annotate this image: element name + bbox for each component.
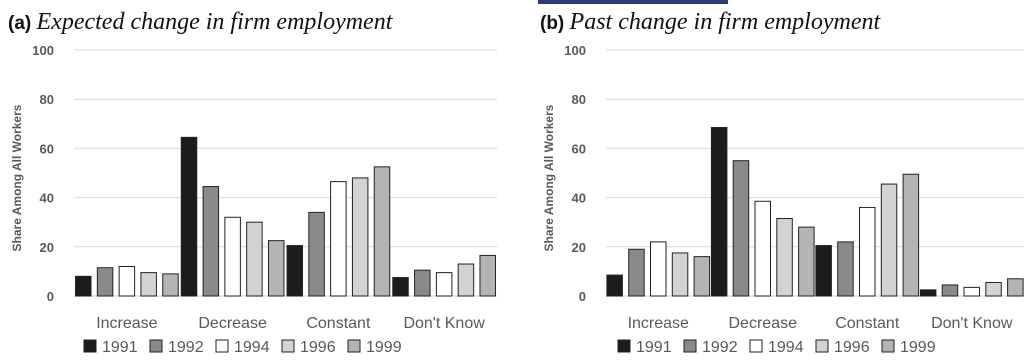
y-tick-label: 60: [572, 141, 586, 156]
bar-1991-increase: [75, 275, 92, 297]
bar-1999-decrease: [267, 240, 285, 297]
bar-1992-increase: [628, 248, 645, 297]
bar-1996-decrease: [776, 218, 793, 297]
panel-label: (b): [540, 13, 570, 34]
legend-label: 1996: [834, 339, 870, 356]
legend-label: 1994: [768, 339, 804, 356]
chart-panel-a: (a) Expected change in firm employment 0 2…: [8, 9, 497, 356]
chart-title: (a) Expected change in firm employment: [8, 9, 394, 35]
bar-1994-dontknow: [963, 286, 980, 297]
x-tick-label: Decrease: [729, 315, 798, 332]
legend-label: 1991: [636, 339, 672, 356]
bar-1992-decrease: [202, 186, 220, 297]
legend-label: 1999: [900, 339, 936, 356]
bar-1996-increase: [671, 252, 689, 297]
legend-swatch-1996: [815, 339, 829, 353]
bar-1999-dontknow: [479, 254, 496, 297]
bar-1999-decrease: [798, 226, 815, 297]
x-tick-label: Don't Know: [931, 315, 1013, 332]
panel-label: (a): [8, 13, 37, 34]
bar-1991-increase: [606, 274, 623, 297]
bar-1996-decrease: [246, 221, 263, 297]
legend-swatch-1994: [749, 339, 763, 353]
legend-swatch-1992: [149, 339, 163, 353]
legend-swatch-1992: [683, 339, 697, 353]
bar-1991-constant: [286, 245, 304, 297]
y-tick-label: 80: [40, 92, 54, 107]
y-axis-label: Share Among All Workers: [10, 104, 24, 251]
bar-1996-dontknow: [457, 263, 475, 297]
bar-1999-constant: [902, 173, 920, 297]
accent-bar: [538, 0, 728, 4]
bar-1996-constant: [351, 177, 369, 297]
bar-1994-constant: [330, 181, 347, 297]
bar-1994-decrease: [754, 200, 771, 297]
legend-swatch-1999: [881, 339, 895, 353]
x-tick-label: Increase: [96, 315, 157, 332]
bar-1999-increase: [162, 273, 179, 297]
bar-1994-dontknow: [435, 272, 453, 297]
chart-title: (b) Past change in firm employment: [540, 9, 881, 35]
chart-title-text: Expected change in firm employment: [36, 9, 394, 35]
x-tick-label: Constant: [306, 315, 371, 332]
legend-swatch-1991: [83, 339, 97, 353]
x-tick-label: Don't Know: [403, 315, 485, 332]
y-tick-label: 40: [572, 191, 586, 206]
bar-1992-increase: [96, 267, 114, 297]
bar-1994-increase: [650, 241, 667, 297]
legend-label: 1991: [102, 339, 138, 356]
chart-panel-b: (b) Past change in firm employment 0 20 40 6…: [540, 9, 1024, 356]
bar-1996-increase: [140, 272, 157, 297]
bar-1994-increase: [118, 265, 136, 297]
bar-1992-constant: [837, 241, 854, 297]
y-tick-label: 40: [40, 191, 54, 206]
bar-1996-dontknow: [985, 281, 1002, 297]
bar-1999-dontknow: [1007, 278, 1024, 297]
legend-label: 1992: [702, 339, 738, 356]
bar-1992-decrease: [732, 160, 750, 297]
legend-label: 1996: [300, 339, 336, 356]
chart-title-text: Past change in firm employment: [569, 9, 882, 35]
legend-label: 1992: [168, 339, 204, 356]
bar-1991-decrease: [180, 136, 198, 297]
bar-1992-dontknow: [941, 284, 959, 297]
y-tick-label: 60: [40, 141, 54, 156]
y-tick-label: 80: [572, 92, 586, 107]
bar-1999-constant: [373, 166, 391, 297]
legend-label: 1994: [234, 339, 270, 356]
y-tick-label: 20: [40, 240, 54, 255]
bar-1996-constant: [880, 183, 898, 297]
legend-swatch-1994: [215, 339, 229, 353]
y-axis-label: Share Among All Workers: [542, 104, 556, 251]
x-tick-label: Decrease: [198, 315, 267, 332]
bar-1994-constant: [859, 206, 876, 297]
bar-1994-decrease: [224, 216, 241, 297]
y-tick-label: 100: [564, 43, 586, 58]
bar-1991-constant: [815, 245, 832, 297]
bar-1992-constant: [308, 211, 325, 297]
y-tick-label: 0: [47, 289, 54, 304]
bar-1991-decrease: [710, 126, 728, 297]
bar-1992-dontknow: [414, 269, 431, 297]
legend-swatch-1996: [281, 339, 295, 353]
bar-1991-dontknow: [392, 277, 409, 297]
y-tick-label: 100: [32, 43, 54, 58]
x-tick-label: Constant: [835, 315, 900, 332]
legend-label: 1999: [366, 339, 402, 356]
legend-swatch-1991: [617, 339, 631, 353]
legend-swatch-1999: [347, 339, 361, 353]
y-tick-label: 20: [572, 240, 586, 255]
y-tick-label: 0: [579, 289, 586, 304]
bar-1991-dontknow: [919, 289, 937, 297]
x-tick-label: Increase: [628, 315, 689, 332]
bar-1999-increase: [693, 256, 711, 297]
